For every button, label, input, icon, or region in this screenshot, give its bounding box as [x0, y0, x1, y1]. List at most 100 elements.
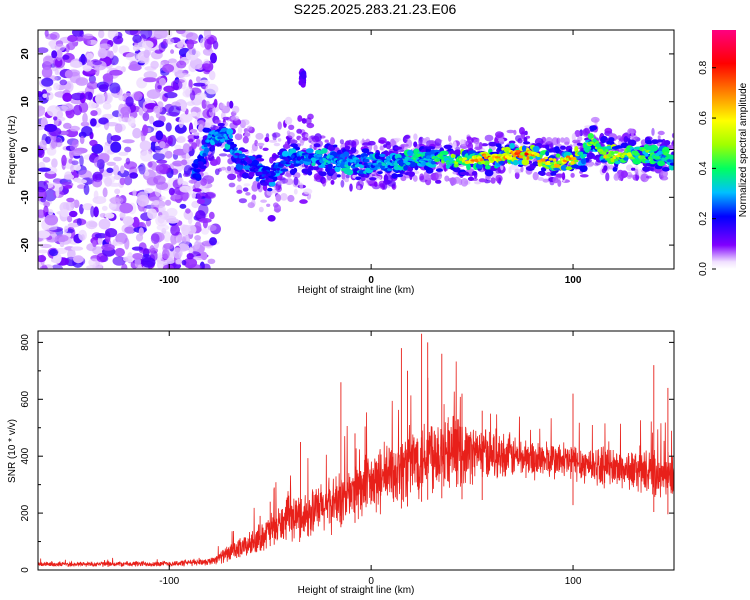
colorbar-label: Normalized spectral amplitude	[738, 82, 749, 217]
snr-axes: -100 0 100 0 200 400 600 800	[20, 331, 674, 587]
spectrogram-noise-blob	[93, 190, 99, 200]
spectrogram-ridge-blob	[312, 166, 320, 171]
spectrogram-ridge-blob	[544, 144, 550, 150]
spectrogram-noise-blob	[131, 91, 143, 101]
spectrogram-isolated-blob	[301, 73, 307, 80]
spectrogram-haze-blob	[382, 181, 388, 190]
spectrogram-noise-blob	[165, 122, 172, 132]
spectrogram-noise-blob	[69, 143, 77, 152]
spectrogram-haze-blob	[435, 139, 443, 143]
spectrogram-haze-blob	[340, 179, 345, 188]
spectrogram-ytick-label: 20	[20, 48, 31, 60]
spectrogram-haze-blob	[264, 136, 270, 143]
spectrogram-noise-blob	[174, 144, 182, 150]
spectrogram-ridge-blob	[280, 168, 289, 172]
spectrogram-haze-blob	[329, 136, 335, 146]
spectrogram-noise-blob	[201, 227, 210, 235]
spectrogram-haze-blob	[242, 187, 249, 192]
spectrogram-noise-blob	[41, 66, 53, 79]
spectrogram-ridge-blob	[590, 141, 594, 144]
spectrogram-noise-blob	[194, 241, 200, 250]
spectrogram-noise-blob	[125, 96, 134, 107]
spectrogram-noise-blob	[44, 214, 59, 226]
spectrogram-noise-blob	[189, 58, 203, 70]
spectrogram-haze-blob	[471, 177, 478, 182]
spectrogram-ridge-blob	[208, 131, 215, 135]
spectrogram-noise-blob	[190, 111, 198, 117]
spectrogram-haze-blob	[413, 133, 418, 141]
spectrogram-ridge-blob	[403, 165, 408, 171]
spectrogram-noise-blob	[153, 30, 168, 39]
spectrogram-haze-blob	[214, 119, 222, 125]
colorbar: 0.0 0.2 0.4 0.6 0.8 Normalized spectral ampl…	[698, 30, 749, 276]
spectrogram-haze-blob	[557, 179, 562, 187]
spectrogram-ytick-label: 0	[20, 146, 31, 152]
spectrogram-noise-blob	[86, 52, 94, 60]
spectrogram-ridge-blob	[488, 141, 498, 147]
spectrogram-ridge-blob	[224, 136, 228, 140]
spectrogram-haze-blob	[542, 178, 550, 183]
spectrogram-ridge-blob	[452, 154, 456, 158]
spectrogram-haze-blob	[299, 139, 305, 146]
spectrogram-noise-blob	[122, 216, 134, 226]
spectrogram-ridge-blob	[230, 141, 234, 145]
spectrogram-haze-blob	[435, 179, 442, 184]
spectrogram-haze-blob	[227, 173, 237, 181]
spectrogram-noise-blob	[86, 39, 92, 45]
spectrogram-noise-blob	[81, 126, 93, 137]
spectrogram-ridge-blob	[202, 152, 207, 157]
spectrogram-noise-blob	[200, 251, 208, 261]
spectrogram-xtick-label: -100	[159, 275, 179, 286]
spectrogram-noise-blob	[120, 106, 131, 116]
spectrogram-ridge-blob	[329, 168, 336, 174]
spectrogram-haze-blob	[226, 166, 232, 172]
spectrogram-haze-blob	[296, 128, 303, 134]
spectrogram-noise-blob	[40, 196, 47, 203]
spectrogram-noise-blob	[91, 143, 104, 154]
spectrogram-noise-blob	[54, 68, 59, 76]
spectrogram-ridge-blob	[206, 139, 210, 143]
spectrogram-noise-blob	[39, 139, 47, 150]
spectrogram-ridge-blob	[669, 155, 674, 160]
spectrogram-haze-blob	[660, 174, 664, 180]
spectrogram-noise-blob	[188, 216, 193, 225]
spectrogram-haze-blob	[322, 178, 327, 187]
spectrogram-ridge-blob	[241, 172, 250, 179]
spectrogram-ridge-blob	[579, 151, 584, 156]
spectrogram-ridge-blob	[299, 160, 304, 165]
spectrogram-ridge-blob	[272, 168, 277, 172]
spectrogram-ridge-blob	[508, 140, 516, 145]
spectrogram-haze-blob	[198, 124, 204, 133]
spectrogram-noise-blob	[114, 188, 121, 195]
spectrogram-noise-blob	[46, 147, 57, 156]
spectrogram-haze-blob	[513, 129, 517, 135]
spectrogram-ridge-blob	[515, 149, 521, 153]
spectrogram-noise-blob	[207, 258, 216, 264]
spectrogram-noise-blob	[73, 150, 82, 156]
spectrogram-noise-blob	[79, 155, 84, 167]
spectrogram-noise-blob	[82, 203, 94, 211]
spectrogram-ridge-blob	[289, 148, 297, 155]
spectrogram-noise-blob	[106, 161, 116, 166]
spectrogram-ridge-blob	[272, 154, 280, 159]
spectrogram-ridge-blob	[541, 158, 546, 162]
spectrogram-noise-blob	[201, 63, 211, 70]
spectrogram-haze-blob	[222, 116, 230, 121]
spectrogram-ridge-blob	[289, 160, 294, 164]
spectrogram-noise-blob	[82, 112, 88, 125]
spectrogram-haze-blob	[237, 177, 242, 182]
spectrogram-ridge-blob	[346, 169, 354, 176]
spectrogram-ridge-blob	[475, 163, 484, 169]
spectrogram-haze-blob	[196, 198, 205, 205]
spectrogram-noise-blob	[170, 224, 181, 236]
spectrogram-ridge-blob	[663, 140, 671, 146]
spectrogram-noise-blob	[38, 180, 49, 193]
spectrogram-haze-blob	[236, 189, 243, 194]
spectrogram-haze-blob	[273, 142, 281, 147]
spectrogram-ridge-blob	[483, 160, 490, 166]
spectrogram-haze-blob	[307, 113, 314, 120]
spectrogram-noise-blob	[180, 103, 187, 113]
spectrogram-ridge-blob	[276, 167, 280, 171]
snr-series-line	[38, 361, 674, 568]
spectrogram-haze-blob	[400, 143, 409, 147]
